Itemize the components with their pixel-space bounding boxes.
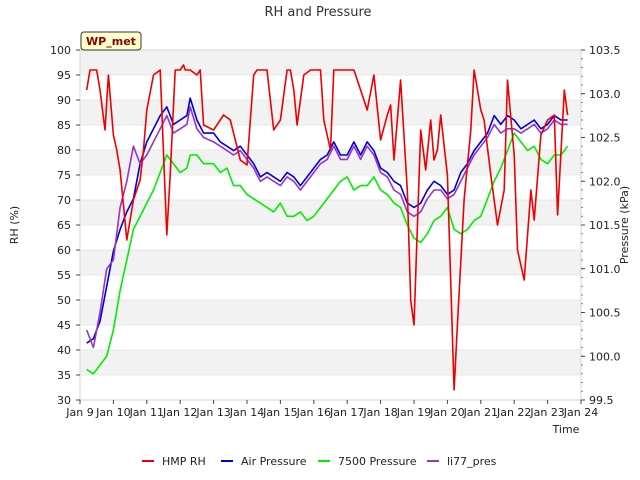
x-tick-label: Jan 24 [563,406,598,419]
y-left-tick-label: 50 [57,294,71,307]
x-tick-label: Jan 23 [529,406,564,419]
y-left-tick-label: 65 [57,219,71,232]
y-left-tick-label: 40 [57,344,71,357]
y-left-tick-label: 85 [57,119,71,132]
legend-label: 7500 Pressure [338,455,417,468]
y-right-tick-label: 102.5 [589,132,621,145]
series-line-li77-pres [85,106,568,349]
y-axis-left: 30 35 40 45 50 55 60 65 70 75 80 85 90 95 100 [50,44,80,407]
legend-label: li77_pres [447,455,497,468]
grid-band [80,200,581,225]
x-tick-label: Jan 9 [65,406,93,419]
y-axis-right: 99.5 100.0 100.5 101.0 101.5 102.0 102.5 103.0 1… [581,44,621,407]
x-tick-label: Jan 14 [229,406,264,419]
series-line-7500-pressure [86,132,569,375]
x-tick-label: Jan 20 [429,406,464,419]
grid-band [80,350,581,375]
legend: HMP RH Air Pressure 7500 Pressure li77_pres [142,455,497,468]
grid-band [80,250,581,275]
chart-title: RH and Pressure [264,5,371,20]
x-tick-label: Jan 12 [162,406,197,419]
grid-band [80,225,581,250]
y-right-tick-label: 100.0 [589,350,621,363]
series-line-hmp-rh [85,64,569,391]
y-left-tick-label: 75 [57,169,71,182]
x-tick-label: Jan 19 [396,406,431,419]
station-badge-box [80,31,142,51]
series-layer [85,64,569,391]
y-left-tick-label: 35 [57,369,71,382]
y-left-tick-label: 55 [57,269,71,282]
y-left-tick-label: 95 [57,69,71,82]
y-right-tick-label: 101.0 [589,263,621,276]
legend-label: HMP RH [162,455,206,468]
y-left-tick-label: 90 [57,94,71,107]
y-axis-right-label: Pressure (kPa) [618,186,631,264]
x-tick-label: Jan 22 [496,406,531,419]
grid-band [80,275,581,300]
station-badge: WP_met [80,31,142,51]
y-right-tick-label: 103.5 [589,44,621,57]
x-tick-label: Jan 10 [95,406,130,419]
y-axis-left-label: RH (%) [8,206,21,244]
y-left-tick-label: 70 [57,194,71,207]
y-left-tick-label: 30 [57,394,71,407]
legend-label: Air Pressure [241,455,307,468]
x-axis-label: Time [552,423,580,436]
x-tick-label: Jan 17 [329,406,364,419]
y-right-tick-label: 101.5 [589,219,621,232]
y-right-tick-label: 100.5 [589,307,621,320]
grid-band [80,325,581,350]
y-left-tick-label: 80 [57,144,71,157]
x-tick-label: Jan 11 [129,406,164,419]
y-left-tick-label: 45 [57,319,71,332]
x-tick-label: Jan 21 [463,406,498,419]
grid-band [80,300,581,325]
grid-band [80,50,581,75]
y-left-tick-label: 100 [50,44,71,57]
grid-bands [80,50,581,401]
grid-band [80,175,581,200]
grid-band [80,375,581,400]
y-right-tick-label: 102.0 [589,175,621,188]
station-badge-text: WP_met [86,35,136,48]
x-tick-label: Jan 15 [262,406,297,419]
x-tick-label: Jan 16 [296,406,331,419]
y-right-tick-label: 103.0 [589,88,621,101]
x-tick-label: Jan 18 [362,406,397,419]
x-tick-label: Jan 13 [195,406,230,419]
y-right-tick-label: 99.5 [589,394,614,407]
grid-band [80,75,581,100]
y-left-tick-label: 60 [57,244,71,257]
series-line-air-pressure [86,97,568,344]
